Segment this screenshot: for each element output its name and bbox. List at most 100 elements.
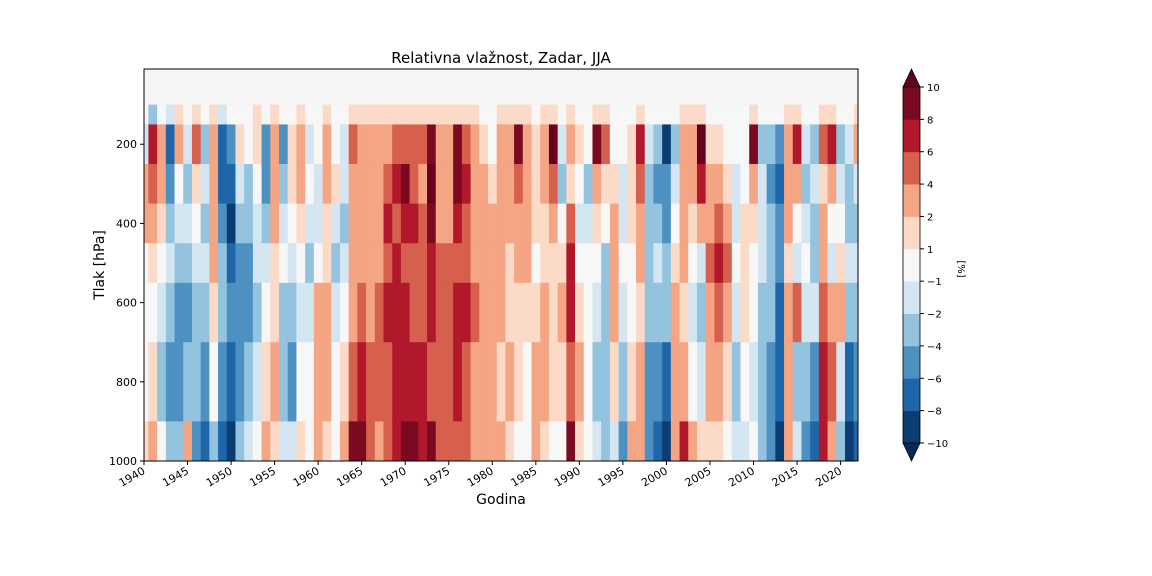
- contour-cell: [627, 203, 637, 244]
- contour-cell: [453, 243, 463, 284]
- contour-cell: [653, 124, 663, 165]
- contour-cell: [313, 342, 324, 422]
- contour-cell: [400, 243, 411, 284]
- contour-cell: [218, 164, 228, 205]
- contour-cell: [235, 104, 245, 126]
- contour-cell: [165, 104, 176, 126]
- contour-cell: [296, 342, 306, 422]
- contour-cell: [209, 104, 219, 126]
- contour-cell: [810, 342, 820, 422]
- contour-cell: [165, 124, 176, 165]
- contour-cell: [383, 421, 393, 461]
- contour-cell: [627, 124, 637, 165]
- contour-cell: [609, 421, 620, 461]
- contour-cell: [296, 243, 306, 284]
- contour-cell: [766, 124, 776, 165]
- y-axis: 200 400 600 800 1000: [109, 138, 144, 468]
- contour-cell: [505, 243, 515, 284]
- contour-cell: [366, 421, 376, 461]
- contour-cell: [688, 124, 698, 165]
- contour-cell: [540, 282, 550, 343]
- contour-cell: [749, 164, 759, 205]
- contour-cell: [644, 282, 654, 343]
- contour-cell: [235, 243, 245, 284]
- contour-cell: [183, 282, 193, 343]
- contour-cell: [479, 282, 489, 343]
- contour-cell: [818, 203, 829, 244]
- contour-cell: [287, 342, 297, 422]
- contour-cell: [853, 243, 858, 284]
- contour-cell: [479, 342, 489, 422]
- contour-cell: [644, 164, 654, 205]
- contour-cell: [818, 104, 829, 126]
- contour-cell: [557, 282, 567, 343]
- contour-cell: [157, 282, 167, 343]
- contour-cell: [601, 243, 611, 284]
- contour-cell: [461, 342, 472, 422]
- contour-cell: [705, 243, 715, 284]
- contour-cell: [749, 243, 759, 284]
- contour-cell: [209, 421, 219, 461]
- contour-cell: [827, 342, 837, 422]
- contour-cell: [305, 203, 315, 244]
- contour-cell: [470, 282, 480, 343]
- contour-cell: [531, 104, 541, 126]
- contour-cell: [618, 282, 628, 343]
- contour-cell: [392, 421, 402, 461]
- contour-cell: [653, 164, 663, 205]
- contour-cell: [244, 282, 254, 343]
- x-tick-label: 2010: [726, 464, 757, 489]
- contour-cell: [270, 421, 280, 461]
- contour-cell: [514, 164, 524, 205]
- contour-cell: [279, 421, 289, 461]
- contour-cell: [540, 124, 550, 165]
- contour-cell: [775, 124, 785, 165]
- contour-cell: [357, 104, 367, 126]
- contour-cell: [218, 282, 228, 343]
- colorbar-segment: [903, 184, 920, 217]
- contour-cell: [653, 243, 663, 284]
- contour-cell: [592, 164, 602, 205]
- colorbar-segment: [903, 248, 920, 282]
- contour-cell: [609, 282, 620, 343]
- contour-cell: [784, 203, 794, 244]
- contour-cell: [810, 243, 820, 284]
- contour-cell: [209, 282, 219, 343]
- contour-cell: [714, 421, 724, 461]
- contour-cell: [200, 342, 210, 422]
- contour-cell: [435, 421, 445, 461]
- contour-cell: [844, 243, 855, 284]
- contour-cell: [487, 342, 498, 422]
- contour-cell: [366, 203, 376, 244]
- contour-cell: [522, 421, 533, 461]
- contour-cell: [287, 203, 297, 244]
- contour-cell: [557, 342, 567, 422]
- colorbar-tick-label: 10: [927, 83, 940, 94]
- contour-cell: [583, 421, 593, 461]
- contour-cell: [749, 124, 759, 165]
- contour-cell: [792, 342, 802, 422]
- contour-cell: [331, 124, 341, 165]
- contour-cell: [366, 104, 376, 126]
- plot-frame: [143, 68, 859, 462]
- contour-cell: [679, 342, 689, 422]
- contour-cell: [818, 342, 829, 422]
- contour-cell: [670, 342, 681, 422]
- x-tick-label: 1955: [247, 464, 278, 489]
- contour-cell: [435, 203, 445, 244]
- contour-cell: [444, 421, 454, 461]
- contour-cell: [844, 421, 855, 461]
- contour-cell: [461, 124, 472, 165]
- x-axis-label: Godina: [476, 492, 526, 508]
- contour-cell: [583, 243, 593, 284]
- contour-cell: [514, 124, 524, 165]
- contour-cell: [427, 243, 437, 284]
- contour-cell: [418, 124, 428, 165]
- contour-cell: [157, 342, 167, 422]
- contour-cell: [487, 243, 498, 284]
- contour-cell: [331, 421, 341, 461]
- contour-cell: [662, 164, 672, 205]
- contour-cell: [740, 342, 750, 422]
- contour-cell: [714, 124, 724, 165]
